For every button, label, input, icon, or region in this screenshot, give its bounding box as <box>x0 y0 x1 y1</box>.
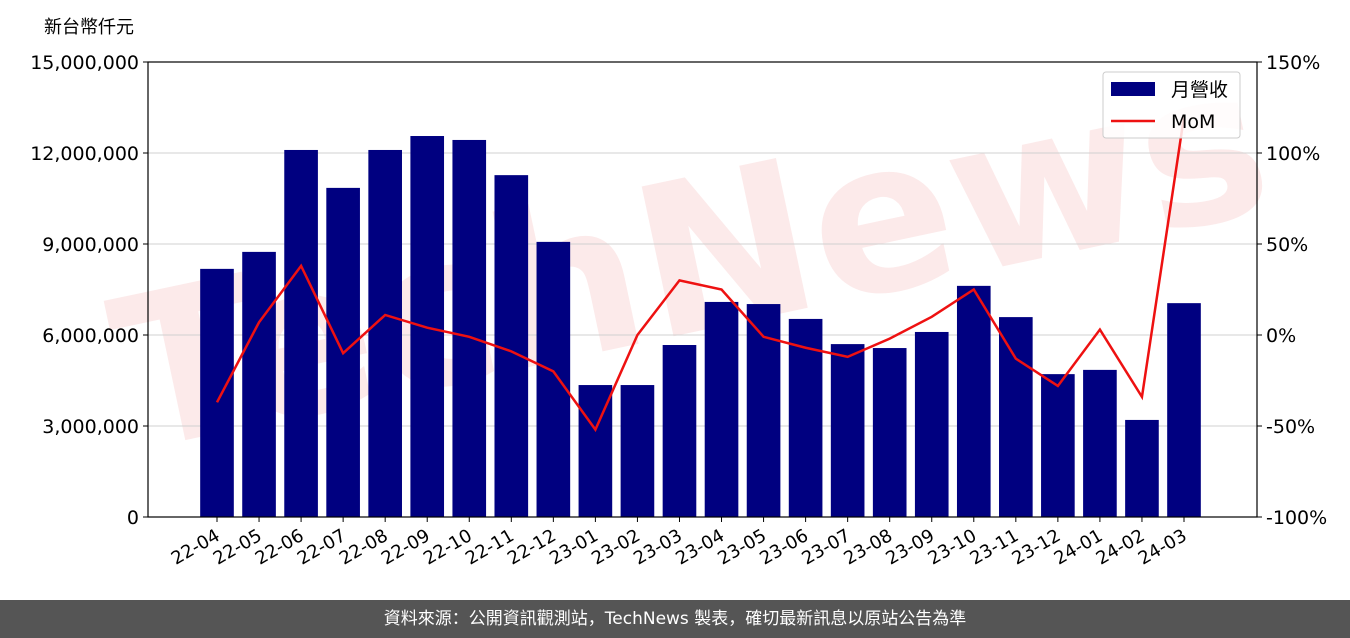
bar <box>788 318 823 517</box>
bar <box>1167 303 1201 517</box>
bar <box>914 331 949 517</box>
legend-swatch <box>1111 82 1155 96</box>
legend-label: 月營收 <box>1171 79 1228 101</box>
bar <box>999 317 1033 517</box>
y-tick-label: 3,000,000 <box>42 416 139 438</box>
y2-tick-label: -100% <box>1266 507 1327 529</box>
bar <box>242 251 276 518</box>
line <box>215 116 1186 433</box>
bar <box>368 149 402 517</box>
y-tick-label: 0 <box>127 507 139 529</box>
footer: 資料來源：公開資訊觀測站，TechNews 製表，確切最新訊息以原站公告為準 <box>0 600 1350 638</box>
y2-tick-label: 50% <box>1266 234 1308 256</box>
plot-frame <box>147 61 1258 518</box>
y-tick-label: 12,000,000 <box>30 143 139 165</box>
y2-tick-label: 100% <box>1266 143 1320 165</box>
y-tick-label: 6,000,000 <box>42 325 139 347</box>
bar <box>830 344 865 517</box>
y-axis-label: 新台幣仟元 <box>44 17 134 38</box>
bar <box>620 385 655 517</box>
bar <box>536 241 571 518</box>
y2-tick-label: 0% <box>1266 325 1296 347</box>
x-tick-label: 24-03 <box>1135 525 1191 569</box>
bar <box>1083 369 1117 517</box>
bar <box>200 268 234 517</box>
bar <box>872 348 907 517</box>
bar <box>704 301 739 517</box>
bar <box>1125 419 1159 517</box>
bar <box>662 345 697 517</box>
y-tick-label: 9,000,000 <box>42 234 139 256</box>
bar <box>284 149 318 517</box>
bar <box>956 285 991 517</box>
y-tick-label: 15,000,000 <box>30 52 139 74</box>
bar <box>494 175 529 518</box>
bar <box>1041 374 1075 517</box>
bar <box>452 139 487 517</box>
y2-tick-label: -50% <box>1266 416 1315 438</box>
chart: 新台幣仟元 TechNews03,000,0006,000,0009,000,0… <box>30 17 1327 569</box>
legend-label: MoM <box>1171 111 1215 133</box>
y2-tick-label: 150% <box>1266 52 1320 74</box>
